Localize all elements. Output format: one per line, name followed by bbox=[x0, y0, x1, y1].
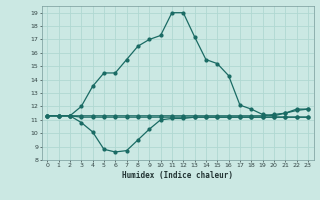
X-axis label: Humidex (Indice chaleur): Humidex (Indice chaleur) bbox=[122, 171, 233, 180]
